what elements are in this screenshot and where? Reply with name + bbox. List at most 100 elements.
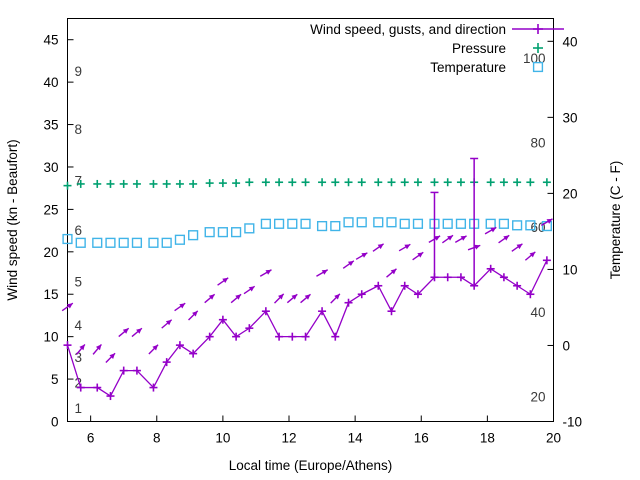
x-axis-tick-label: 8 — [153, 431, 161, 446]
temperature-marker — [148, 237, 159, 248]
wind-direction-arrow-head — [278, 293, 284, 300]
temperature-marker — [217, 227, 228, 238]
beaufort-scale-label: 8 — [75, 122, 83, 137]
wind-direction-arrow-head — [417, 252, 424, 258]
wind-direction-arrow-head — [208, 294, 215, 300]
y-axis-tick-label: 35 — [43, 118, 58, 133]
x-axis-tick-label: 18 — [480, 431, 495, 446]
y-axis-tick-label: 15 — [43, 287, 58, 302]
pressure-series — [63, 178, 551, 190]
y2-axis-title: Temperature (C - F) — [608, 161, 623, 280]
temperature-marker — [300, 218, 311, 229]
wind-direction-arrow-head — [165, 319, 172, 326]
temperature-marker — [386, 217, 397, 228]
wind-direction-arrow-head — [79, 344, 85, 351]
x-axis-tick-label: 20 — [546, 431, 561, 446]
beaufort-scale-label: 6 — [75, 223, 83, 238]
temperature-marker — [330, 220, 341, 232]
beaufort-scale-label: 4 — [75, 318, 83, 333]
y-axis-tick-label: 20 — [43, 245, 58, 260]
fahrenheit-scale-label: 20 — [530, 389, 545, 404]
y2-axis-tick-label: 30 — [563, 110, 578, 125]
y2-axis-tick-label: 20 — [563, 186, 578, 201]
temperature-marker — [356, 217, 367, 228]
wind-direction-arrow-head — [122, 328, 129, 334]
wind-direction-arrow-head — [503, 235, 510, 241]
wind-direction-arrow-head — [460, 235, 467, 241]
wind-direction-arrow-head — [361, 252, 368, 258]
wind-direction-arrow-head — [474, 244, 481, 250]
wind-direction-arrow-head — [136, 328, 142, 334]
temperature-marker — [62, 233, 73, 245]
beaufort-scale-label: 7 — [75, 174, 83, 189]
wind-direction-arrow-head — [390, 268, 397, 275]
beaufort-scale-label: 1 — [75, 401, 83, 416]
wind-speed-line — [66, 260, 548, 397]
temperature-marker — [316, 220, 328, 232]
x-axis-tick-label: 16 — [414, 431, 429, 446]
wind-direction-arrow-head — [109, 353, 116, 359]
wind-direction-arrow-head — [377, 243, 384, 250]
temperature-marker — [485, 218, 496, 229]
wind-direction-arrow-head — [347, 260, 354, 267]
wind-direction-arrow-head — [66, 303, 73, 309]
wind-direction-arrow-head — [304, 294, 311, 300]
wind-direction-arrow-head — [334, 293, 340, 300]
wind-direction-arrow-head — [490, 227, 497, 233]
temperature-marker — [260, 218, 271, 229]
temperature-marker — [231, 227, 242, 238]
wind-direction-arrow-head — [447, 235, 454, 241]
temperature-marker — [498, 218, 510, 229]
wind-direction-arrow-head — [192, 310, 198, 317]
beaufort-scale-label: 5 — [75, 275, 83, 290]
x-axis-tick-label: 12 — [281, 431, 296, 446]
temperature-marker — [287, 218, 298, 229]
y-axis-tick-label: 45 — [43, 33, 58, 48]
wind-direction-arrow-head — [404, 244, 411, 250]
y-axis-title: Wind speed (kn - Beaufort) — [5, 139, 20, 300]
temperature-marker — [188, 230, 199, 241]
wind-direction-arrow-head — [516, 243, 523, 250]
y2-axis-tick-label: 40 — [563, 34, 578, 49]
y-axis-tick-label: 40 — [43, 75, 58, 90]
wind-direction-arrow-head — [179, 303, 186, 309]
wind-direction-arrow-head — [265, 269, 272, 275]
temperature-marker — [131, 237, 143, 248]
fahrenheit-scale-label: 40 — [530, 305, 545, 320]
temperature-marker — [105, 237, 116, 248]
x-axis-tick-label: 6 — [87, 431, 95, 446]
temperature-marker — [273, 218, 285, 229]
temperature-marker — [92, 237, 103, 248]
wind-direction-arrow-head — [434, 235, 441, 241]
temperature-marker — [161, 237, 172, 248]
y-axis-tick-label: 25 — [43, 202, 58, 217]
temperature-series — [62, 217, 552, 248]
temperature-marker — [412, 218, 424, 229]
y-axis-tick-label: 0 — [51, 415, 59, 430]
y2-axis-tick-label: -10 — [563, 415, 583, 430]
legend-swatch-temperature — [532, 61, 544, 73]
y-axis-tick-label: 5 — [51, 372, 59, 387]
temperature-marker — [512, 220, 523, 231]
plot-frame — [67, 18, 554, 422]
y2-axis-tick-label: 0 — [563, 338, 571, 353]
temperature-marker — [455, 218, 467, 229]
temperature-marker — [373, 217, 384, 228]
y-axis-tick-label: 30 — [43, 160, 58, 175]
temperature-marker — [244, 223, 255, 234]
temperature-marker — [442, 218, 453, 229]
wind-direction-arrow-head — [222, 277, 229, 284]
temperature-marker — [118, 237, 129, 248]
temperature-marker — [75, 237, 86, 248]
wind-direction-arrow-head — [321, 269, 328, 275]
wind-direction-arrow-head — [95, 344, 102, 351]
temperature-marker — [174, 234, 186, 245]
y-axis-tick-label: 10 — [43, 330, 58, 345]
legend-label: Pressure — [452, 41, 506, 56]
wind-direction-arrow-head — [291, 294, 298, 300]
wind-direction-arrow-head — [152, 344, 159, 351]
wind-direction-arrow-head — [235, 294, 242, 300]
wind-direction-arrow-head — [546, 218, 553, 224]
